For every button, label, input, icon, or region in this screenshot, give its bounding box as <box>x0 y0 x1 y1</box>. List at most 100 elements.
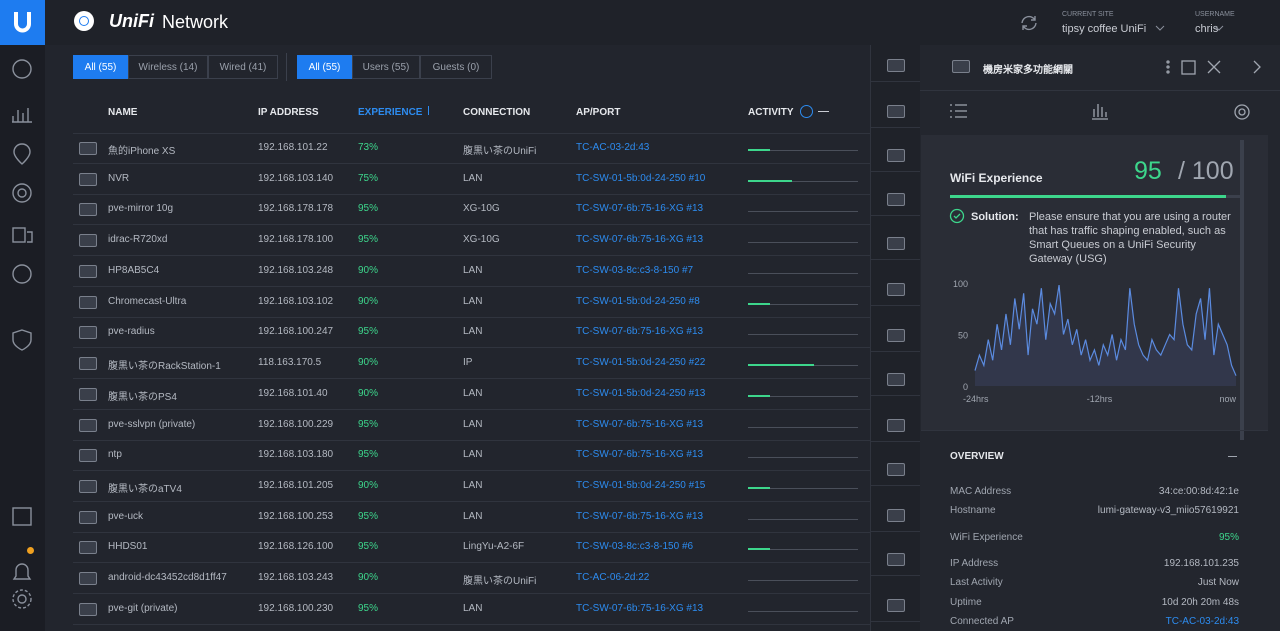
column-header[interactable]: EXPERIENCE <box>358 107 423 118</box>
column-header[interactable]: IP ADDRESS <box>258 107 319 118</box>
column-header[interactable]: AP/PORT <box>576 107 621 118</box>
ap-port[interactable]: TC-SW-07-6b:75-16-XG #13 <box>576 418 704 430</box>
list-device-icon[interactable] <box>887 509 905 522</box>
experience: 73% <box>358 142 379 153</box>
client-name[interactable]: 魚的iPhone XS <box>108 146 176 157</box>
experience-area <box>975 285 1236 386</box>
ap-port[interactable]: TC-SW-03-8c:c3-8-150 #6 <box>576 541 694 553</box>
solution: Please ensure that you are using a route… <box>1029 211 1231 265</box>
ap-port[interactable]: TC-SW-07-6b:75-16-XG #13 <box>576 510 704 522</box>
list-device-icon[interactable] <box>887 193 905 206</box>
connection: LAN <box>463 449 483 461</box>
ap-port[interactable]: TC-SW-07-6b:75-16-XG #13 <box>576 326 704 338</box>
client-name[interactable]: 腹黒い茶のaTV4 <box>108 484 182 496</box>
panel-title: 機房米家多功能網關 <box>983 65 1073 76</box>
list-device-icon[interactable] <box>887 105 905 118</box>
client-name[interactable]: NVR <box>108 172 130 184</box>
list-device-icon[interactable] <box>887 237 905 250</box>
list-divider <box>870 351 920 352</box>
ap-port[interactable]: TC-SW-01-5b:0d-24-250 #22 <box>576 357 706 369</box>
ap-port[interactable]: TC-AC-06-2d:22 <box>576 572 650 584</box>
ap-port[interactable]: TC-SW-07-6b:75-16-XG #13 <box>576 602 704 614</box>
ap-port[interactable]: TC-SW-01-5b:0d-24-250 #8 <box>576 295 700 307</box>
dropdown-arrows <box>1155 25 1224 31</box>
client-name[interactable]: 腹黒い茶のRackStation-1 <box>108 361 221 373</box>
filter-button[interactable]: Users (55) <box>352 55 420 79</box>
list-device-icon[interactable] <box>887 59 905 72</box>
ap-port[interactable]: TC-AC-03-2d:43 <box>576 142 650 153</box>
list-device-icon[interactable] <box>887 553 905 566</box>
client-name[interactable]: ntp <box>108 449 122 461</box>
site[interactable]: tipsy coffee UniFi <box>1062 23 1147 35</box>
panel-actions[interactable] <box>1160 58 1270 78</box>
filter-button[interactable]: All (55) <box>297 55 352 79</box>
device-icon <box>79 449 97 463</box>
filter-button[interactable]: Wireless (14) <box>128 55 208 79</box>
expand-icon[interactable] <box>818 111 829 112</box>
ap-port[interactable]: TC-SW-01-5b:0d-24-250 #10 <box>576 172 706 184</box>
list-device-icon[interactable] <box>887 283 905 296</box>
ap-port[interactable]: TC-SW-01-5b:0d-24-250 #15 <box>576 480 706 492</box>
username[interactable]: chris <box>1195 23 1219 35</box>
client-name[interactable]: pve-uck <box>108 510 144 522</box>
list-device-icon[interactable] <box>887 599 905 612</box>
ap-port[interactable]: TC-SW-07-6b:75-16-XG #13 <box>576 234 704 246</box>
connection: LAN <box>463 510 483 522</box>
connection: LAN <box>463 602 483 614</box>
list-device-icon[interactable] <box>887 419 905 432</box>
client-name[interactable]: HHDS01 <box>108 541 148 553</box>
experience: 90% <box>358 387 379 399</box>
experience: 90% <box>358 295 379 307</box>
nav-icons[interactable] <box>0 50 45 630</box>
client-name[interactable]: 腹黒い茶のPS4 <box>108 391 177 403</box>
activity-track <box>748 549 858 551</box>
list-device-icon[interactable] <box>887 373 905 386</box>
list-divider <box>870 171 920 172</box>
experience: 95% <box>358 541 379 553</box>
collapse-icon[interactable] <box>1228 456 1237 457</box>
device-icon <box>79 510 97 524</box>
filter-button[interactable]: Wired (41) <box>208 55 278 79</box>
ip-address: 192.168.103.180 <box>258 449 334 461</box>
ap-port[interactable]: TC-SW-07-6b:75-16-XG #13 <box>576 203 704 215</box>
activity-track <box>748 488 858 490</box>
filter-button[interactable]: Guests (0) <box>420 55 492 79</box>
activity-track <box>748 303 858 305</box>
activity-track <box>748 334 858 336</box>
client-name[interactable]: idrac-R720xd <box>108 234 168 246</box>
field-value[interactable]: TC-AC-03-2d:43 <box>1165 616 1239 627</box>
client-name[interactable]: pve-mirror 10g <box>108 203 174 215</box>
ap-port[interactable]: TC-SW-03-8c:c3-8-150 #7 <box>576 264 694 276</box>
list-divider <box>870 441 920 442</box>
list-device-icon[interactable] <box>887 149 905 162</box>
ap-port[interactable]: TC-SW-01-5b:0d-24-250 #13 <box>576 387 706 399</box>
column-header[interactable]: NAME <box>108 107 138 118</box>
list-device-icon[interactable] <box>887 329 905 342</box>
refresh-icon[interactable] <box>1018 12 1040 34</box>
client-name[interactable]: HP8AB5C4 <box>108 264 160 276</box>
activity-track <box>748 518 858 520</box>
column-header[interactable]: ACTIVITY <box>748 107 794 118</box>
list-device-icon[interactable] <box>887 463 905 476</box>
client-name[interactable]: pve-git (private) <box>108 602 178 614</box>
client-name[interactable]: android-dc43452cd8d1ff47 <box>108 572 227 584</box>
row-line <box>73 531 870 533</box>
ap-port[interactable]: TC-SW-07-6b:75-16-XG #13 <box>576 449 704 461</box>
client-name[interactable]: pve-radius <box>108 326 155 338</box>
client-name[interactable]: pve-sslvpn (private) <box>108 418 196 430</box>
info-icon[interactable] <box>800 105 813 118</box>
field-value: 34:ce:00:8d:42:1e <box>1158 486 1239 497</box>
activity-track <box>748 395 858 397</box>
filter-button[interactable]: All (55) <box>73 55 128 79</box>
experience: 95% <box>358 203 379 215</box>
panel-tabs[interactable] <box>948 101 1258 123</box>
column-header[interactable]: CONNECTION <box>463 107 531 118</box>
ip-address: 192.168.126.100 <box>258 541 334 553</box>
experience: 95% <box>358 418 379 430</box>
activity-bar <box>748 179 792 182</box>
logo[interactable] <box>0 0 45 45</box>
client-name[interactable]: Chromecast-Ultra <box>108 295 187 307</box>
top-bar <box>45 0 1280 45</box>
field-label: Hostname <box>950 505 996 516</box>
experience: 90% <box>358 264 379 276</box>
